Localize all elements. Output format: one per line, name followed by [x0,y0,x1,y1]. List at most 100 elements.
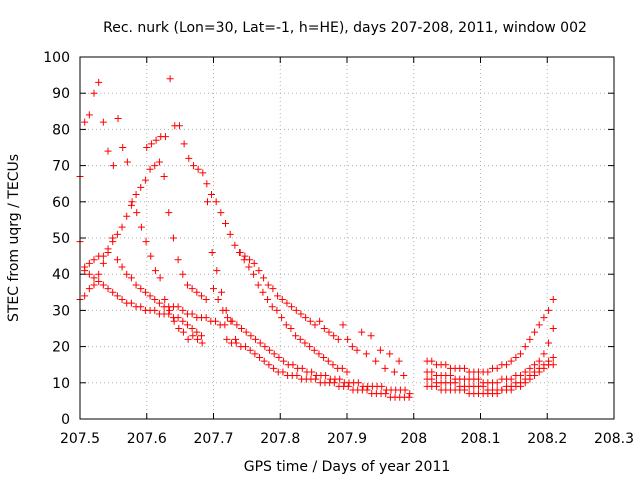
data-point-marker [141,176,149,184]
data-point-marker [521,379,529,387]
data-point-marker [151,306,159,314]
data-point-marker [189,332,197,340]
data-point-marker [224,314,232,322]
data-point-marker [535,357,543,365]
data-point-marker [252,335,260,343]
data-point-marker [521,368,529,376]
data-point-marker [179,328,187,336]
data-point-marker [219,306,227,314]
data-point-marker [308,368,316,376]
data-point-marker [166,75,174,83]
data-point-marker [545,339,553,347]
data-point-marker [179,270,187,278]
data-point-marker [545,306,553,314]
data-point-marker [238,325,246,332]
y-tick-label: 50 [52,231,70,247]
data-point-marker [113,292,121,300]
data-point-marker [99,259,107,267]
data-point-marker [155,299,163,307]
data-point-marker [223,335,231,343]
y-tick-label: 100 [43,50,70,66]
data-point-marker [179,306,187,314]
data-point-marker [535,368,543,376]
data-point-marker [188,285,196,293]
data-point-marker [189,162,197,170]
data-point-marker [241,252,249,260]
data-point-marker [99,281,107,289]
data-point-marker [183,281,191,289]
data-point-marker [251,350,259,358]
data-point-marker [526,375,534,383]
y-tick-label: 0 [61,412,70,428]
data-point-marker [156,274,164,282]
data-point-marker [330,379,338,387]
data-point-marker [85,270,93,278]
data-point-marker [245,263,253,271]
data-point-marker [193,335,201,343]
data-point-marker [507,357,515,365]
data-point-marker [250,270,258,278]
data-point-marker [165,310,173,318]
data-point-marker [184,335,192,343]
y-axis-label: STEC from uqrg / TECUs [6,154,22,322]
x-axis-label: GPS time / Days of year 2011 [244,459,451,475]
data-point-marker [549,353,557,361]
data-point-marker [232,339,240,347]
data-point-marker [343,368,351,376]
data-point-marker [311,321,319,329]
data-point-marker [400,372,408,380]
data-point-marker [358,328,366,336]
data-point-marker [269,285,277,293]
data-point-marker [382,390,390,398]
data-point-marker [312,375,320,383]
data-point-marker [460,364,468,372]
data-point-marker [175,325,183,332]
data-point-marker [137,285,145,293]
data-point-marker [95,270,103,278]
data-point-marker [278,314,286,322]
data-point-marker [165,306,173,314]
plot-frame [79,56,615,420]
data-point-marker [218,288,226,296]
data-point-marker [526,364,534,372]
data-point-marker [512,353,520,361]
data-point-marker [521,343,529,351]
data-point-marker [123,212,131,220]
data-point-marker [128,198,136,206]
data-point-marker [231,241,239,249]
data-point-marker [259,288,267,296]
data-point-marker [535,321,543,329]
data-point-marker [118,223,126,231]
data-point-marker [432,382,440,390]
data-point-marker [256,339,264,347]
data-point-marker [212,317,220,325]
data-points [76,75,557,401]
data-point-marker [143,144,151,151]
data-point-marker [325,328,333,336]
data-point-marker [273,306,281,314]
data-point-marker [151,162,159,170]
data-point-marker [406,390,414,398]
data-point-marker [247,332,255,340]
data-point-marker [296,335,304,343]
data-point-marker [322,372,330,380]
data-point-marker [193,328,201,336]
data-point-marker [474,375,482,383]
data-point-marker [142,238,150,246]
x-tick-label: 207.9 [327,431,367,447]
data-point-marker [451,379,459,387]
data-point-marker [123,158,131,166]
data-point-marker [270,364,278,372]
data-point-marker [268,303,276,311]
data-point-marker [202,314,210,322]
x-tick-label: 207.8 [260,431,300,447]
data-point-marker [517,382,525,390]
data-point-marker [320,325,328,332]
data-point-marker [507,386,515,394]
data-point-marker [197,332,205,340]
data-point-marker [484,368,492,376]
data-point-marker [118,263,126,271]
data-point-marker [137,183,145,191]
data-point-marker [348,343,356,351]
data-point-marker [174,303,182,311]
